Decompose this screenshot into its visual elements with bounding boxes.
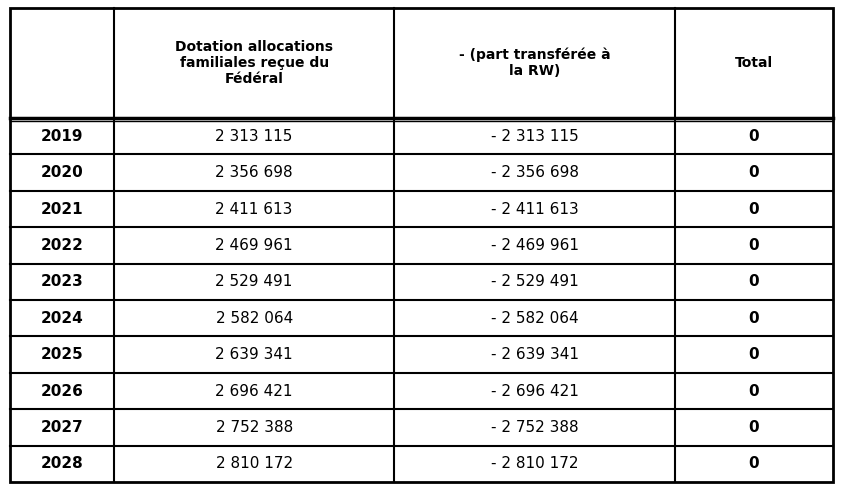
- Text: - 2 469 961: - 2 469 961: [491, 238, 578, 253]
- Text: 2024: 2024: [40, 311, 83, 326]
- Text: 2 313 115: 2 313 115: [216, 129, 293, 144]
- Text: 2025: 2025: [40, 347, 83, 362]
- Text: - 2 752 388: - 2 752 388: [491, 420, 578, 435]
- Text: 2023: 2023: [40, 274, 83, 289]
- Text: 0: 0: [749, 311, 760, 326]
- Text: 2028: 2028: [40, 456, 83, 471]
- Text: 2027: 2027: [40, 420, 83, 435]
- Text: 0: 0: [749, 129, 760, 144]
- Text: 2 696 421: 2 696 421: [216, 384, 293, 398]
- Text: - (part transférée à
la RW): - (part transférée à la RW): [459, 48, 610, 78]
- Text: Dotation allocations
familiales reçue du
Fédéral: Dotation allocations familiales reçue du…: [175, 40, 333, 86]
- Text: - 2 529 491: - 2 529 491: [491, 274, 578, 289]
- Text: 0: 0: [749, 347, 760, 362]
- Text: 2 356 698: 2 356 698: [215, 165, 293, 180]
- Text: - 2 582 064: - 2 582 064: [491, 311, 578, 326]
- Text: 0: 0: [749, 274, 760, 289]
- Text: 0: 0: [749, 201, 760, 217]
- Text: 0: 0: [749, 238, 760, 253]
- Text: 0: 0: [749, 456, 760, 471]
- Text: 0: 0: [749, 420, 760, 435]
- Text: - 2 356 698: - 2 356 698: [491, 165, 578, 180]
- Text: 2 582 064: 2 582 064: [216, 311, 293, 326]
- Text: 2 469 961: 2 469 961: [215, 238, 293, 253]
- Text: 2 529 491: 2 529 491: [216, 274, 293, 289]
- Text: 2019: 2019: [40, 129, 83, 144]
- Text: 2 639 341: 2 639 341: [215, 347, 293, 362]
- Text: 2026: 2026: [40, 384, 83, 398]
- Text: 2 752 388: 2 752 388: [216, 420, 293, 435]
- Text: 2 411 613: 2 411 613: [216, 201, 293, 217]
- Text: 2021: 2021: [40, 201, 83, 217]
- Text: - 2 313 115: - 2 313 115: [491, 129, 578, 144]
- Text: 2 810 172: 2 810 172: [216, 456, 293, 471]
- Text: - 2 696 421: - 2 696 421: [491, 384, 578, 398]
- Text: - 2 810 172: - 2 810 172: [491, 456, 578, 471]
- Text: - 2 411 613: - 2 411 613: [491, 201, 578, 217]
- Text: 2020: 2020: [40, 165, 83, 180]
- Text: 0: 0: [749, 165, 760, 180]
- Text: 2022: 2022: [40, 238, 83, 253]
- Text: 0: 0: [749, 384, 760, 398]
- Text: Total: Total: [735, 56, 773, 70]
- Text: - 2 639 341: - 2 639 341: [491, 347, 578, 362]
